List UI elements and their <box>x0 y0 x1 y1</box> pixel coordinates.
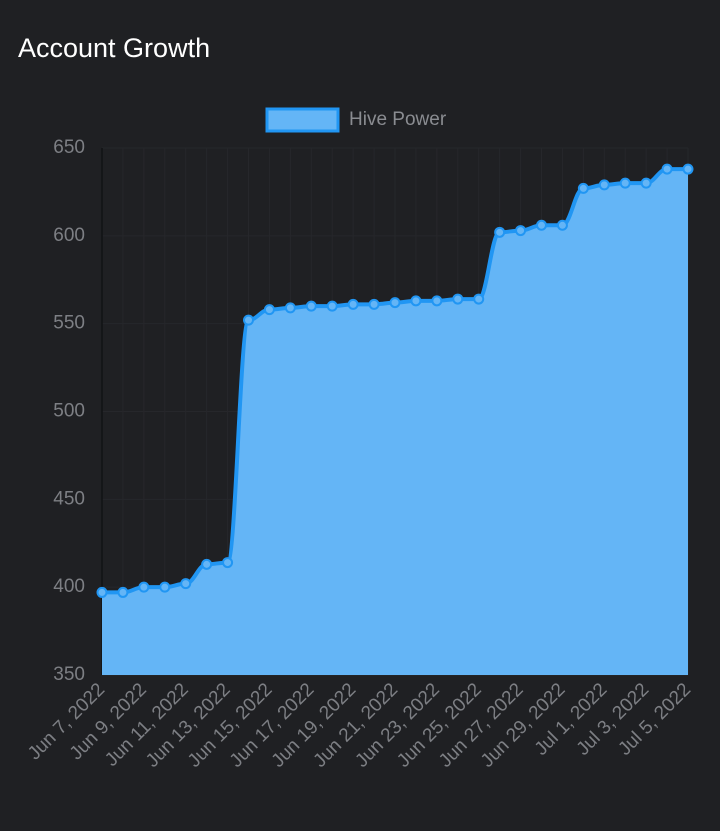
y-tick-label: 450 <box>53 488 85 509</box>
data-point <box>180 578 192 590</box>
data-point <box>452 293 464 305</box>
data-point <box>556 219 568 231</box>
data-point <box>305 300 317 312</box>
data-point <box>117 586 129 598</box>
y-tick-label: 550 <box>53 313 85 334</box>
data-point <box>284 302 296 314</box>
data-point <box>389 297 401 309</box>
y-tick-label: 650 <box>53 137 85 158</box>
data-point <box>159 581 171 593</box>
data-point <box>536 219 547 231</box>
data-point <box>326 300 338 312</box>
data-point <box>473 293 485 305</box>
y-tick-label: 600 <box>53 225 85 246</box>
data-point <box>263 304 275 316</box>
data-point <box>515 225 527 237</box>
data-point <box>598 179 610 191</box>
data-point <box>410 295 422 307</box>
data-point <box>347 298 359 310</box>
data-point <box>368 298 380 310</box>
data-point <box>640 177 652 189</box>
y-tick-label: 500 <box>53 401 85 422</box>
data-point <box>431 295 443 307</box>
data-point <box>201 558 213 570</box>
y-tick-label: 400 <box>53 576 85 597</box>
y-tick-label: 350 <box>53 664 85 685</box>
data-point <box>96 586 108 598</box>
data-point <box>577 182 589 194</box>
data-point <box>243 314 254 326</box>
data-point <box>619 177 631 189</box>
data-point <box>222 557 234 569</box>
data-point <box>682 163 694 175</box>
data-point <box>494 226 506 238</box>
legend-label: Hive Power <box>349 109 447 130</box>
legend-swatch <box>265 107 340 133</box>
data-point <box>661 163 673 175</box>
data-point <box>138 581 150 593</box>
area <box>102 169 688 675</box>
chart-title: Account Growth <box>18 33 210 63</box>
